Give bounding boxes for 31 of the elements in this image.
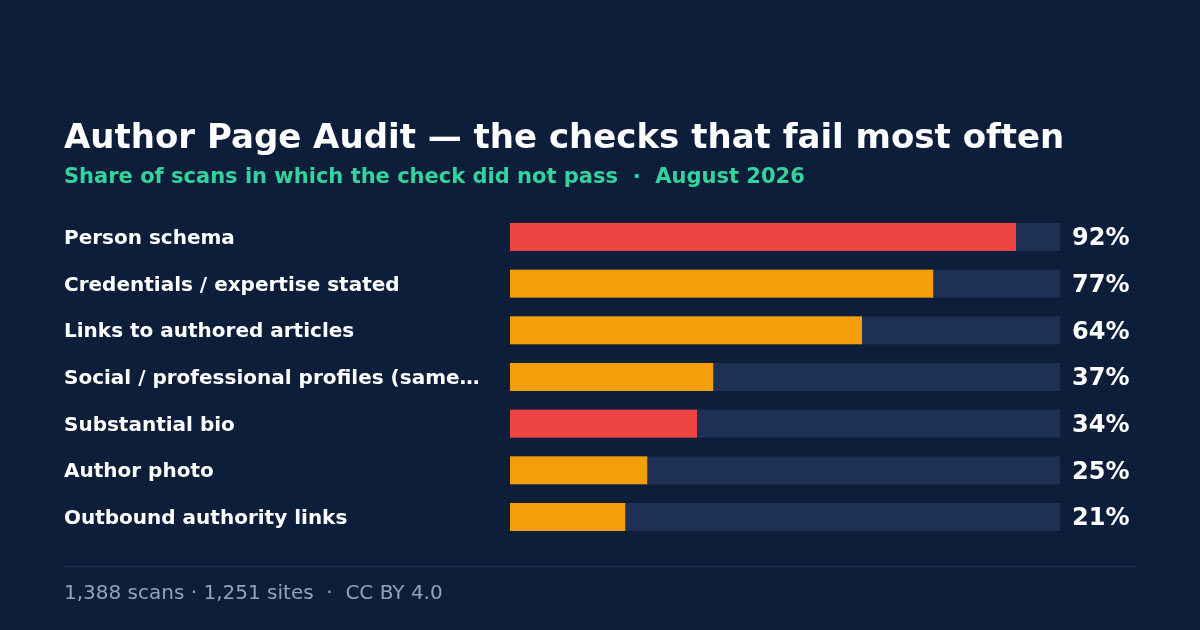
y-tick-label: Substantial bio xyxy=(64,411,235,436)
bar xyxy=(510,409,697,438)
y-tick-label: Social / professional profiles (same… xyxy=(64,365,480,389)
data-label: 92% xyxy=(1072,223,1130,252)
bar xyxy=(625,503,1060,531)
data-label: 77% xyxy=(1072,270,1130,299)
bar xyxy=(510,269,934,298)
data-label: 21% xyxy=(1072,503,1130,532)
bar xyxy=(510,316,862,345)
bar xyxy=(510,363,714,391)
y-tick-label: Person schema xyxy=(64,225,235,249)
bar xyxy=(697,409,1060,438)
text: 1,388 scans · 1,251 sites · CC BY 4.0 xyxy=(64,580,443,604)
bar xyxy=(1016,223,1060,251)
bar xyxy=(933,269,1060,298)
bar xyxy=(862,316,1060,345)
data-label: 64% xyxy=(1072,316,1130,345)
data-label: 37% xyxy=(1072,363,1130,392)
y-tick-label: Credentials / expertise stated xyxy=(64,271,400,296)
chart-title: Author Page Audit — the checks that fail most often xyxy=(64,116,1065,156)
bar xyxy=(510,223,1016,251)
data-label: 25% xyxy=(1072,456,1130,485)
chart-subtitle: Share of scans in which the check did not pass · August 2026 xyxy=(64,164,805,188)
data-label: 34% xyxy=(1072,410,1130,439)
y-tick-label: Links to authored articles xyxy=(64,318,355,343)
y-tick-label: Outbound authority links xyxy=(64,505,348,529)
bar xyxy=(713,363,1060,391)
bar xyxy=(510,456,648,485)
bar xyxy=(510,503,626,531)
y-tick-label: Author photo xyxy=(64,458,214,483)
bar xyxy=(647,456,1060,485)
